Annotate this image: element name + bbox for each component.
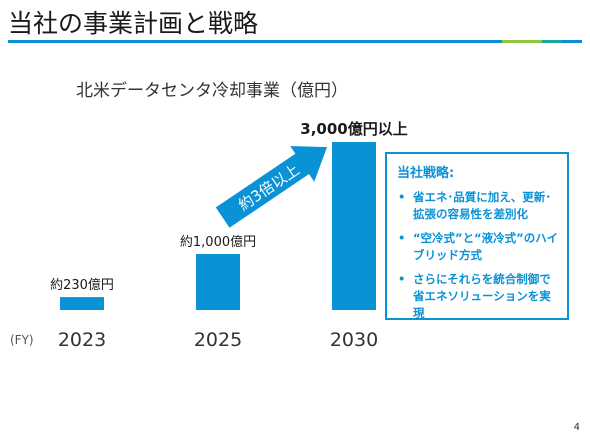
- x-tick-label: 2030: [330, 329, 378, 351]
- strategy-item: • 省エネ･品質に加え、更新･拡張の容易性を差別化: [397, 189, 559, 223]
- strategy-list: • 省エネ･品質に加え、更新･拡張の容易性を差別化 • “空冷式”と“液冷式”のハイ…: [397, 189, 559, 322]
- bar: [332, 142, 376, 310]
- growth-arrow: 約3倍以上: [213, 144, 330, 230]
- data-label: 3,000億円以上: [300, 120, 407, 138]
- chart-title: 北米データセンタ冷却事業（億円）: [76, 81, 348, 101]
- x-tick-label: 2023: [58, 329, 106, 351]
- strategy-item-text: さらにそれらを統合制御で省エネソリューションを実現: [413, 272, 551, 320]
- title-rule: [8, 40, 582, 43]
- strategy-item-text: 省エネ･品質に加え、更新･拡張の容易性を差別化: [413, 190, 551, 221]
- strategy-heading: 当社戦略:: [397, 166, 455, 181]
- slide-title: 当社の事業計画と戦略: [8, 9, 259, 38]
- bar: [196, 254, 240, 310]
- bullet-icon: •: [398, 272, 406, 286]
- x-tick-label: 2025: [194, 329, 242, 351]
- strategy-box: 当社戦略: • 省エネ･品質に加え、更新･拡張の容易性を差別化 • “空冷式”と“液…: [385, 152, 569, 320]
- x-axis-label: (FY): [10, 333, 34, 347]
- bar: [60, 297, 104, 310]
- data-label: 約230億円: [50, 277, 114, 293]
- rule-seg-teal: [542, 40, 562, 43]
- rule-seg-green: [502, 40, 542, 43]
- page-number: 4: [573, 422, 580, 433]
- strategy-item-text: “空冷式”と“液冷式”のハイブリッド方式: [413, 231, 559, 262]
- data-label: 約1,000億円: [180, 234, 256, 250]
- growth-arrow-shape: [213, 144, 330, 230]
- bullet-icon: •: [398, 190, 406, 204]
- rule-seg-end: [562, 40, 582, 43]
- strategy-item: • “空冷式”と“液冷式”のハイブリッド方式: [397, 230, 559, 264]
- bullet-icon: •: [398, 231, 406, 245]
- rule-seg-blue: [8, 40, 502, 43]
- strategy-item: • さらにそれらを統合制御で省エネソリューションを実現: [397, 271, 559, 322]
